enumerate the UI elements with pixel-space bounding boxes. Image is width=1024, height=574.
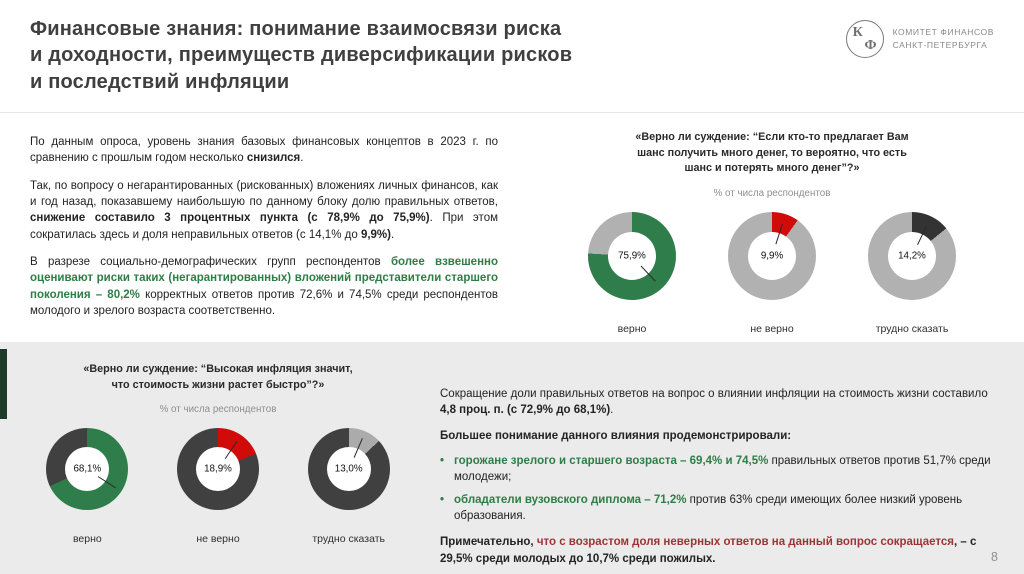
text-run: Так, по вопросу о негарантированных (рис… <box>30 179 498 208</box>
survey2-question: «Верно ли суждение: “Высокая инфляция зн… <box>22 362 414 393</box>
bullet-text: обладатели вузовского диплома – 71,2% пр… <box>454 492 992 525</box>
text-run-green: горожане зрелого и старшего возраста – 6… <box>454 454 769 467</box>
donut-col-ne-verno: 18,9% не верно <box>153 428 284 545</box>
text-run: . <box>610 404 614 417</box>
donut-hole <box>748 231 796 280</box>
donut-value: 13,0% <box>334 463 363 475</box>
donut-hole <box>326 447 371 492</box>
survey1-question-line-1: «Верно ли суждение: “Если кто-то предлаг… <box>635 131 909 143</box>
donut-label: трудно сказать <box>875 322 949 335</box>
donut-value: 9,9% <box>760 250 784 262</box>
donut-col-trudno: 14,2% трудно сказать <box>842 211 982 335</box>
text-run: По данным опроса, уровень знания базовых… <box>30 136 498 165</box>
survey-inflation: «Верно ли суждение: “Высокая инфляция зн… <box>22 362 414 545</box>
text-run: . При этом сократилась здесь и доля непр… <box>30 212 498 241</box>
donut-label: не верно <box>196 533 240 546</box>
intro-paragraph-2: Так, по вопросу о негарантированных (рис… <box>30 178 498 243</box>
text-run: корректных ответов против 72,6% и 74,5% … <box>30 288 499 317</box>
donut-label: верно <box>72 533 102 546</box>
survey1-question-line-3: шанс и потерять много денег”?» <box>684 162 860 175</box>
donut-value: 75,9% <box>618 250 646 262</box>
donut-chart-ne-verno: 18,9% <box>177 428 259 511</box>
donut-hole <box>65 447 110 492</box>
donut-value: 18,9% <box>204 463 232 475</box>
text-run: Сокращение доли правильных ответов на во… <box>440 388 988 400</box>
survey2-unit-label: % от числа респондентов <box>159 404 277 416</box>
text-run: . <box>390 228 395 241</box>
text-run: . <box>300 152 304 165</box>
intro-paragraph-3: В разрезе социально-демографических груп… <box>30 254 498 319</box>
logo-letter-k: К <box>852 25 863 40</box>
donut-chart-verno: 75,9% <box>588 211 676 300</box>
inflation-paragraph-1: Сокращение доли правильных ответов на во… <box>440 386 992 419</box>
text-run-bold: снизился <box>246 152 301 165</box>
logo-org-name: КОМИТЕТ ФИНАНСОВ САНКТ-ПЕТЕРБУРГА <box>893 26 994 52</box>
logo-letter-f: Ф <box>864 38 877 53</box>
donut-chart-trudno: 13,0% <box>307 428 390 511</box>
page-number: 8 <box>991 550 998 564</box>
survey2-donut-row: 68,1% верно 18,9% не верно 13,0% <box>22 428 414 545</box>
survey1-unit-label: % от числа респондентов <box>713 187 831 199</box>
donut-col-verno: 75,9% верно <box>562 211 702 335</box>
donut-chart-ne-verno: 9,9% <box>728 211 816 300</box>
donut-chart-verno: 68,1% <box>46 428 129 511</box>
donut-value: 68,1% <box>73 463 102 475</box>
text-run-green: обладатели вузовского диплома – 71,2% <box>454 493 687 506</box>
page-title-line-3: и последствий инфляции <box>30 70 290 93</box>
bullet-icon: • <box>440 454 445 467</box>
text-run-bold: 9,9%) <box>360 228 391 241</box>
intro-paragraph-1: По данным опроса, уровень знания базовых… <box>30 134 498 167</box>
donut-chart-trudno: 14,2% <box>868 211 956 300</box>
survey1-donut-row: 75,9% верно 9,9% не верно 14,2% <box>562 211 982 335</box>
page-title-line-2: и доходности, преимуществ диверсификации… <box>30 44 573 67</box>
text-run: против 63% среди имеющих более низкий ур… <box>454 493 963 522</box>
bottom-section-background <box>0 342 1024 574</box>
donut-col-ne-verno: 9,9% не верно <box>702 211 842 335</box>
inflation-paragraph-2: Большее понимание данного влияния продем… <box>440 428 992 444</box>
donut-hole <box>888 231 936 280</box>
text-run-green: более взвешенно оценивают риски таких (н… <box>30 255 498 301</box>
text-run: В разрезе социально-демографических груп… <box>30 255 391 268</box>
logo-monogram-icon: К Ф <box>845 20 884 58</box>
donut-hole <box>196 447 240 492</box>
page-title-line-1: Финансовые знания: понимание взаимосвязи… <box>30 18 562 40</box>
logo-org-line-1: КОМИТЕТ ФИНАНСОВ <box>892 27 994 38</box>
text-run-bold: Большее понимание данного влияния продем… <box>440 429 792 442</box>
bullet-item-1: • горожане зрелого и старшего возраста –… <box>440 453 992 486</box>
committee-logo: К Ф КОМИТЕТ ФИНАНСОВ САНКТ-ПЕТЕРБУРГА <box>845 20 994 58</box>
text-run: правильных ответов против 51,7% среди мо… <box>454 454 991 484</box>
text-run-darkred: что с возрастом доля неверных ответов на… <box>536 536 955 549</box>
survey1-question: «Верно ли суждение: “Если кто-то предлаг… <box>562 130 982 177</box>
donut-label: не верно <box>750 322 794 335</box>
donut-col-verno: 68,1% верно <box>22 428 153 545</box>
survey1-question-line-2: шанс получить много денег, то вероятно, … <box>637 146 907 159</box>
header-divider <box>0 112 1024 113</box>
survey2-question-line-2: что стоимость жизни растет быстро”?» <box>111 378 325 391</box>
survey2-question-line-1: «Верно ли суждение: “Высокая инфляция зн… <box>83 363 353 375</box>
text-run-bold: Примечательно, <box>440 536 537 549</box>
survey-risk-reward: «Верно ли суждение: “Если кто-то предлаг… <box>562 130 982 335</box>
donut-col-trudno: 13,0% трудно сказать <box>283 428 414 545</box>
inflation-text-block: Сокращение доли правильных ответов на во… <box>440 386 992 574</box>
bullet-icon: • <box>440 493 445 506</box>
logo-org-line-2: САНКТ-ПЕТЕРБУРГА <box>892 40 988 50</box>
donut-label: трудно сказать <box>312 533 385 546</box>
bullet-item-2: • обладатели вузовского диплома – 71,2% … <box>440 492 992 525</box>
page-title: Финансовые знания: понимание взаимосвязи… <box>30 16 572 95</box>
text-run-bold: 4,8 проц. п. (с 72,9% до 68,1%) <box>440 404 611 417</box>
donut-value: 14,2% <box>898 250 926 262</box>
bullet-text: горожане зрелого и старшего возраста – 6… <box>454 453 992 486</box>
intro-text-block: По данным опроса, уровень знания базовых… <box>30 134 498 330</box>
text-run-bold: , – с 29,5% среди молодых до 10,7% среди… <box>440 536 977 565</box>
inflation-paragraph-3: Примечательно, что с возрастом доля неве… <box>440 534 992 567</box>
text-run-bold: снижение составило 3 процентных пункта (… <box>30 212 430 225</box>
green-accent-bar <box>0 349 7 419</box>
donut-label: верно <box>617 322 647 335</box>
